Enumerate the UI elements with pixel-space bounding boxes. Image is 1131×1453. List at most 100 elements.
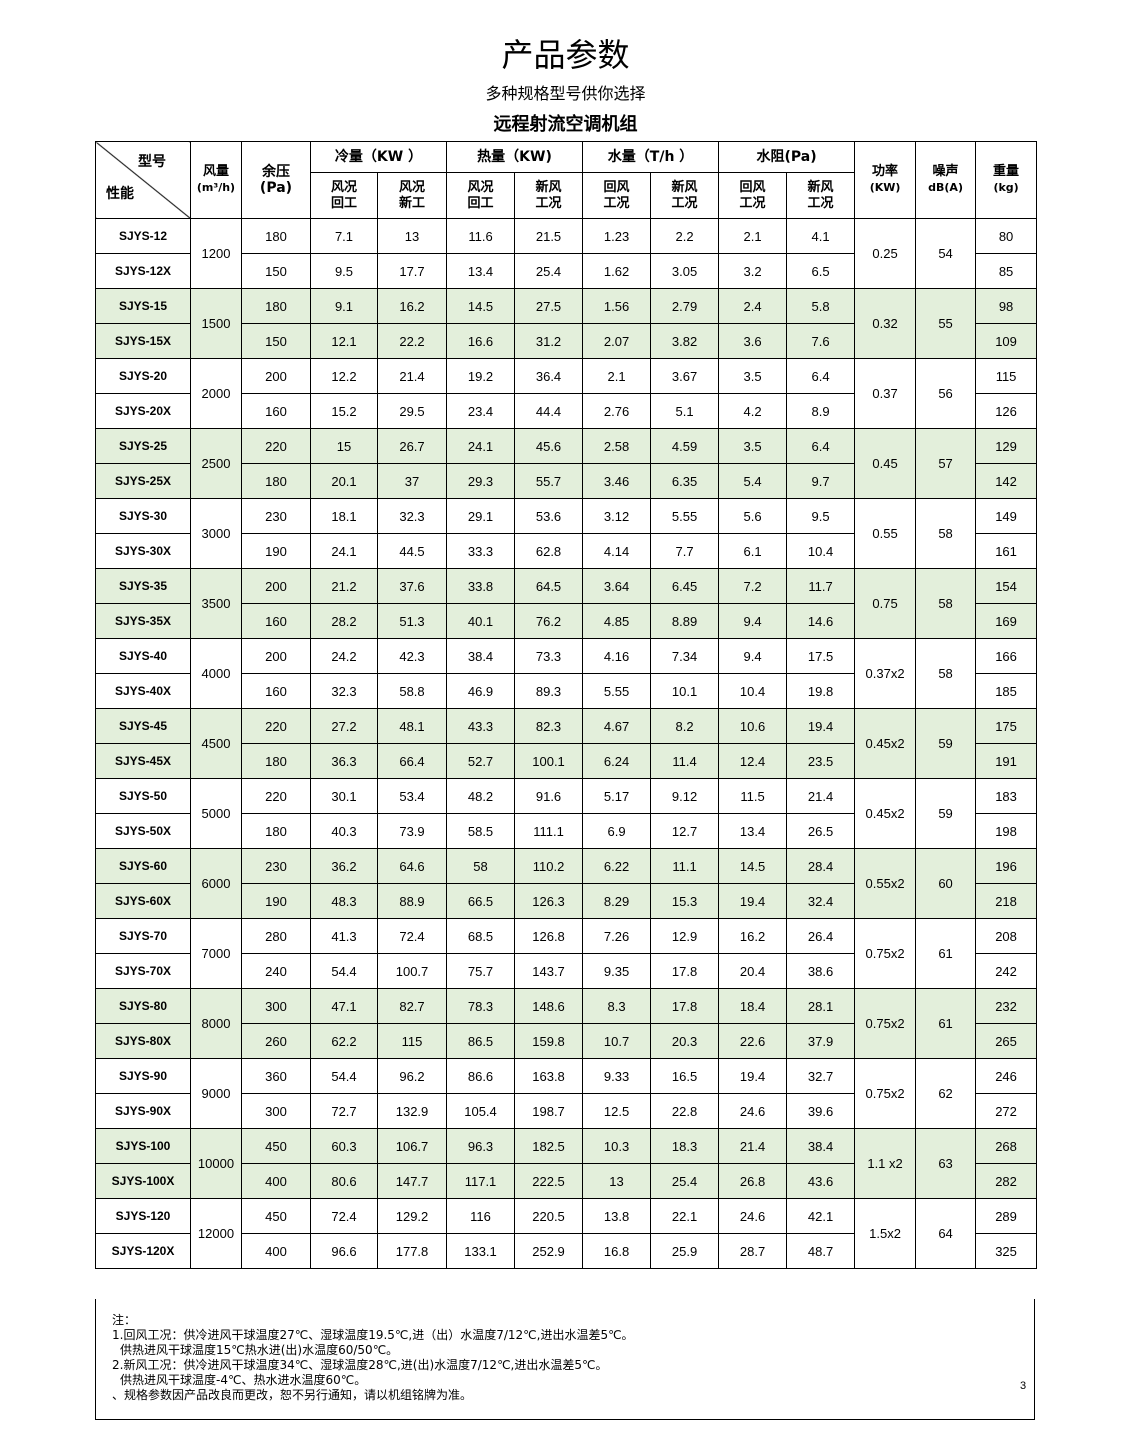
value-cell: 37.9 [786,1023,856,1059]
pressure-cell: 200 [241,568,311,604]
table-row: SJYS-12X 150 9.5 17.7 13.4 25.4 1.62 3.05 3.2 6.5… [95,253,1038,289]
value-cell: 40.3 [310,813,378,849]
value-cell: 3.05 [650,253,720,289]
value-cell: 6.24 [582,743,652,779]
value-cell: 220.5 [514,1198,584,1234]
header-cooling: 冷量（KW ） [309,141,448,173]
model-cell: SJYS-120 [95,1198,191,1234]
table-row: SJYS-35 3500 200 21.2 37.6 33.8 64.5 3.64 6.45 7.… [95,568,1038,639]
noise-cell: 56 [915,358,977,429]
value-cell: 16.5 [650,1058,720,1094]
value-cell: 11.4 [650,743,720,779]
table-row: SJYS-70X 240 54.4 100.7 75.7 143.7 9.35 17.8 20.… [95,953,1038,989]
header-water: 水量（T/h ） [582,141,720,173]
value-cell: 24.1 [446,428,516,464]
header-power-unit: (KW) [869,181,901,194]
value-cell: 31.2 [514,323,584,359]
noise-cell: 59 [915,778,977,849]
value-cell: 222.5 [514,1163,584,1199]
value-cell: 19.4 [786,708,856,744]
table-row: SJYS-12 1200 180 7.1 13 11.6 21.5 1.23 2.2 2.1 4.1… [95,218,1038,289]
table-row: SJYS-15 1500 180 9.1 16.2 14.5 27.5 1.56 2.79 2.4… [95,288,1038,359]
power-cell: 0.75x2 [854,1058,917,1129]
value-cell: 32.3 [376,498,448,534]
note-line: 1.回风工况：供冷进风干球温度27℃、湿球温度19.5℃,进（出）水温度7/12… [112,1328,634,1342]
value-cell: 20.1 [310,463,378,499]
airflow-cell: 7000 [190,918,242,989]
value-cell: 17.8 [650,988,720,1024]
value-cell: 11.1 [650,848,720,884]
noise-cell: 58 [915,568,977,639]
header-airflow-label: 风量 [202,164,229,179]
note-line: 供热进风干球温度15℃热水进(出)水温度60/50℃。 [120,1343,399,1357]
value-cell: 66.5 [446,883,516,919]
header-model: 型号 [138,154,166,170]
weight-cell: 142 [975,463,1038,499]
pressure-cell: 220 [241,708,311,744]
value-cell: 2.58 [582,428,652,464]
pressure-cell: 450 [241,1128,311,1164]
value-cell: 14.5 [446,288,516,324]
value-cell: 4.67 [582,708,652,744]
value-cell: 72.7 [310,1093,378,1129]
pressure-cell: 180 [241,743,311,779]
value-cell: 26.5 [786,813,856,849]
table-row: SJYS-90 9000 360 54.4 96.2 86.6 163.8 9.33 16.5 1… [95,1058,1038,1129]
value-cell: 3.82 [650,323,720,359]
model-cell: SJYS-50 [95,778,191,814]
airflow-cell: 1200 [190,218,242,289]
value-cell: 9.4 [718,638,788,674]
value-cell: 15.2 [310,393,378,429]
value-cell: 30.1 [310,778,378,814]
value-cell: 28.2 [310,603,378,639]
value-cell: 147.7 [376,1163,448,1199]
value-cell: 19.4 [718,1058,788,1094]
power-cell: 0.32 [854,288,917,359]
value-cell: 19.8 [786,673,856,709]
pressure-cell: 360 [241,1058,311,1094]
value-cell: 2.2 [650,218,720,254]
value-cell: 16.2 [376,288,448,324]
weight-cell: 218 [975,883,1038,919]
value-cell: 22.8 [650,1093,720,1129]
value-cell: 75.7 [446,953,516,989]
value-cell: 15 [310,428,378,464]
value-cell: 52.7 [446,743,516,779]
noise-cell: 55 [915,288,977,359]
power-cell: 0.37x2 [854,638,917,709]
value-cell: 198.7 [514,1093,584,1129]
noise-cell: 63 [915,1128,977,1199]
model-cell: SJYS-35 [95,568,191,604]
value-cell: 115 [376,1023,448,1059]
value-cell: 2.07 [582,323,652,359]
weight-cell: 325 [975,1233,1038,1269]
value-cell: 96.2 [376,1058,448,1094]
table-row: SJYS-20 2000 200 12.2 21.4 19.2 36.4 2.1 3.67 3.5… [95,358,1038,429]
value-cell: 2.79 [650,288,720,324]
value-cell: 3.6 [718,323,788,359]
value-cell: 143.7 [514,953,584,989]
pressure-cell: 180 [241,218,311,254]
value-cell: 22.1 [650,1198,720,1234]
model-cell: SJYS-60X [95,883,191,919]
value-cell: 129.2 [376,1198,448,1234]
weight-cell: 183 [975,778,1038,814]
subheader-cell: 回风 工况 [582,172,652,219]
power-cell: 0.75x2 [854,988,917,1059]
value-cell: 26.4 [786,918,856,954]
pressure-cell: 400 [241,1163,311,1199]
value-cell: 4.85 [582,603,652,639]
value-cell: 54.4 [310,953,378,989]
value-cell: 86.6 [446,1058,516,1094]
pressure-cell: 280 [241,918,311,954]
value-cell: 110.2 [514,848,584,884]
value-cell: 82.3 [514,708,584,744]
value-cell: 48.1 [376,708,448,744]
table-row: SJYS-120 12000 450 72.4 129.2 116 220.5 13.8 22.… [95,1198,1038,1269]
value-cell: 16.6 [446,323,516,359]
value-cell: 66.4 [376,743,448,779]
value-cell: 33.3 [446,533,516,569]
value-cell: 9.4 [718,603,788,639]
value-cell: 72.4 [310,1198,378,1234]
subheader-cell: 风况 新工 [376,172,448,219]
